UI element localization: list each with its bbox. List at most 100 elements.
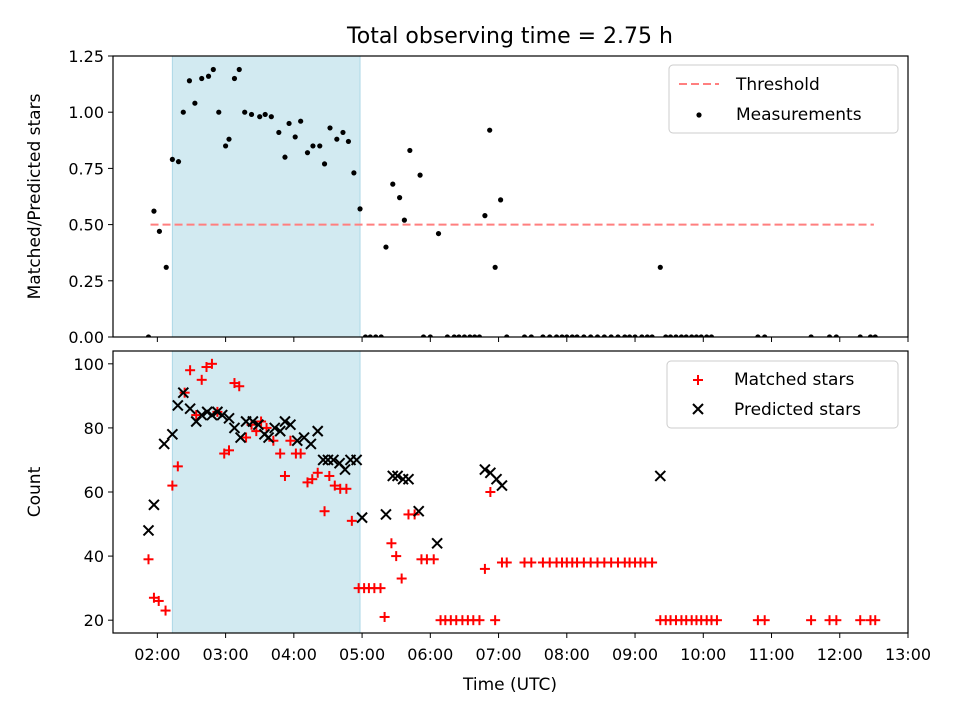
matched-star-point: [759, 615, 770, 626]
measurement-point: [574, 334, 580, 337]
legend-matched-swatch: [693, 375, 703, 385]
matched-star-point: [329, 480, 340, 491]
y-tick-label: 0.75: [68, 159, 104, 178]
measurement-point: [367, 334, 373, 337]
y-axis-label: Matched/Predicted stars: [25, 93, 45, 299]
measurement-point: [231, 75, 238, 82]
matched-star-point: [379, 611, 390, 622]
x-tick-label: 02:00: [134, 645, 180, 664]
predicted-star-point: [252, 418, 265, 431]
legend-matched-label: Matched stars: [734, 370, 854, 390]
matched-star-point: [485, 487, 496, 497]
measurement-point: [362, 334, 369, 337]
measurement-point: [401, 217, 407, 223]
predicted-star-point: [166, 428, 179, 441]
measurement-point: [594, 334, 601, 337]
matched-star-point: [428, 554, 439, 565]
measurement-point: [476, 334, 483, 337]
measurement-point: [872, 334, 878, 337]
measurement-point: [649, 334, 655, 337]
y-tick-label: 0.00: [68, 328, 104, 347]
measurement-point: [169, 156, 175, 163]
measurement-point: [226, 136, 232, 142]
predicted-star-point: [317, 454, 329, 466]
x-tick-label: 10:00: [680, 645, 726, 664]
measurement-point: [461, 334, 468, 337]
matched-star-point: [201, 362, 212, 373]
x-tick-label: 08:00: [544, 645, 590, 664]
matched-star-point: [143, 554, 154, 565]
y-tick-label: 100: [73, 355, 104, 374]
predicted-star-point: [387, 470, 399, 482]
matched-star-point: [855, 615, 866, 626]
measurement-point: [857, 334, 863, 337]
measurement-point: [276, 129, 282, 136]
predicted-star-point: [391, 470, 404, 482]
measurement-point: [708, 334, 715, 337]
matched-star-point: [391, 551, 402, 562]
measurement-point: [689, 334, 695, 337]
x-tick-label: 04:00: [271, 645, 317, 664]
measurement-point: [632, 334, 638, 337]
measurement-point: [693, 334, 700, 337]
measurement-point: [175, 159, 182, 165]
measurement-point: [373, 334, 379, 337]
predicted-star-point: [274, 425, 286, 437]
x-tick-label: 09:00: [612, 645, 658, 664]
measurement-point: [317, 143, 323, 149]
predicted-star-point: [356, 511, 368, 524]
legend-predicted-label: Predicted stars: [734, 400, 861, 420]
matched-star-point: [474, 615, 485, 626]
measurement-point: [564, 334, 570, 337]
measurement-point: [345, 138, 352, 145]
measurement-point: [351, 170, 357, 176]
predicted-star-point: [262, 431, 275, 444]
plot-area: [142, 358, 881, 626]
measurement-point: [205, 73, 212, 79]
y-tick-label: 0.50: [68, 216, 104, 235]
matched-star-point: [153, 595, 164, 606]
predicted-star-point: [269, 422, 281, 434]
predicted-star-point: [177, 386, 189, 399]
x-tick-label: 13:00: [885, 645, 931, 664]
measurement-point: [257, 114, 263, 120]
predicted-star-point: [431, 537, 443, 549]
measurement-point: [334, 136, 340, 142]
measurement-point: [698, 334, 704, 337]
matched-star-point: [870, 615, 881, 626]
measurement-point: [156, 228, 163, 234]
matched-star-point: [224, 445, 235, 456]
matched-star-point: [160, 605, 171, 616]
measurement-point: [622, 334, 628, 337]
measurement-point: [186, 78, 193, 84]
matched-star-point: [234, 381, 245, 392]
measurement-point: [704, 334, 710, 337]
measurement-point: [657, 264, 663, 270]
measurement-point: [310, 143, 316, 149]
matched-star-point: [191, 410, 202, 421]
measurement-point: [755, 334, 761, 337]
matched-star-point: [806, 615, 817, 626]
measurement-point: [644, 334, 650, 337]
measurement-point: [298, 118, 304, 124]
matched-star-point: [346, 515, 357, 526]
measurement-point: [199, 75, 205, 82]
measurement-point: [390, 181, 396, 187]
matched-star-point: [375, 583, 386, 594]
predicted-star-point: [142, 524, 155, 537]
measurement-point: [435, 230, 442, 237]
matched-star-point: [206, 358, 217, 369]
measurement-point: [498, 197, 504, 203]
measurement-point: [683, 334, 689, 337]
plot-area: [145, 66, 878, 337]
measurement-point: [608, 334, 614, 337]
measurement-point: [487, 127, 493, 133]
measurement-point: [427, 334, 433, 337]
y-tick-label: 1.25: [68, 47, 104, 66]
measurement-point: [673, 334, 679, 337]
measurement-point: [867, 334, 874, 337]
predicted-star-point: [339, 463, 351, 476]
measurement-point: [192, 100, 198, 106]
matched-star-point: [831, 615, 842, 626]
